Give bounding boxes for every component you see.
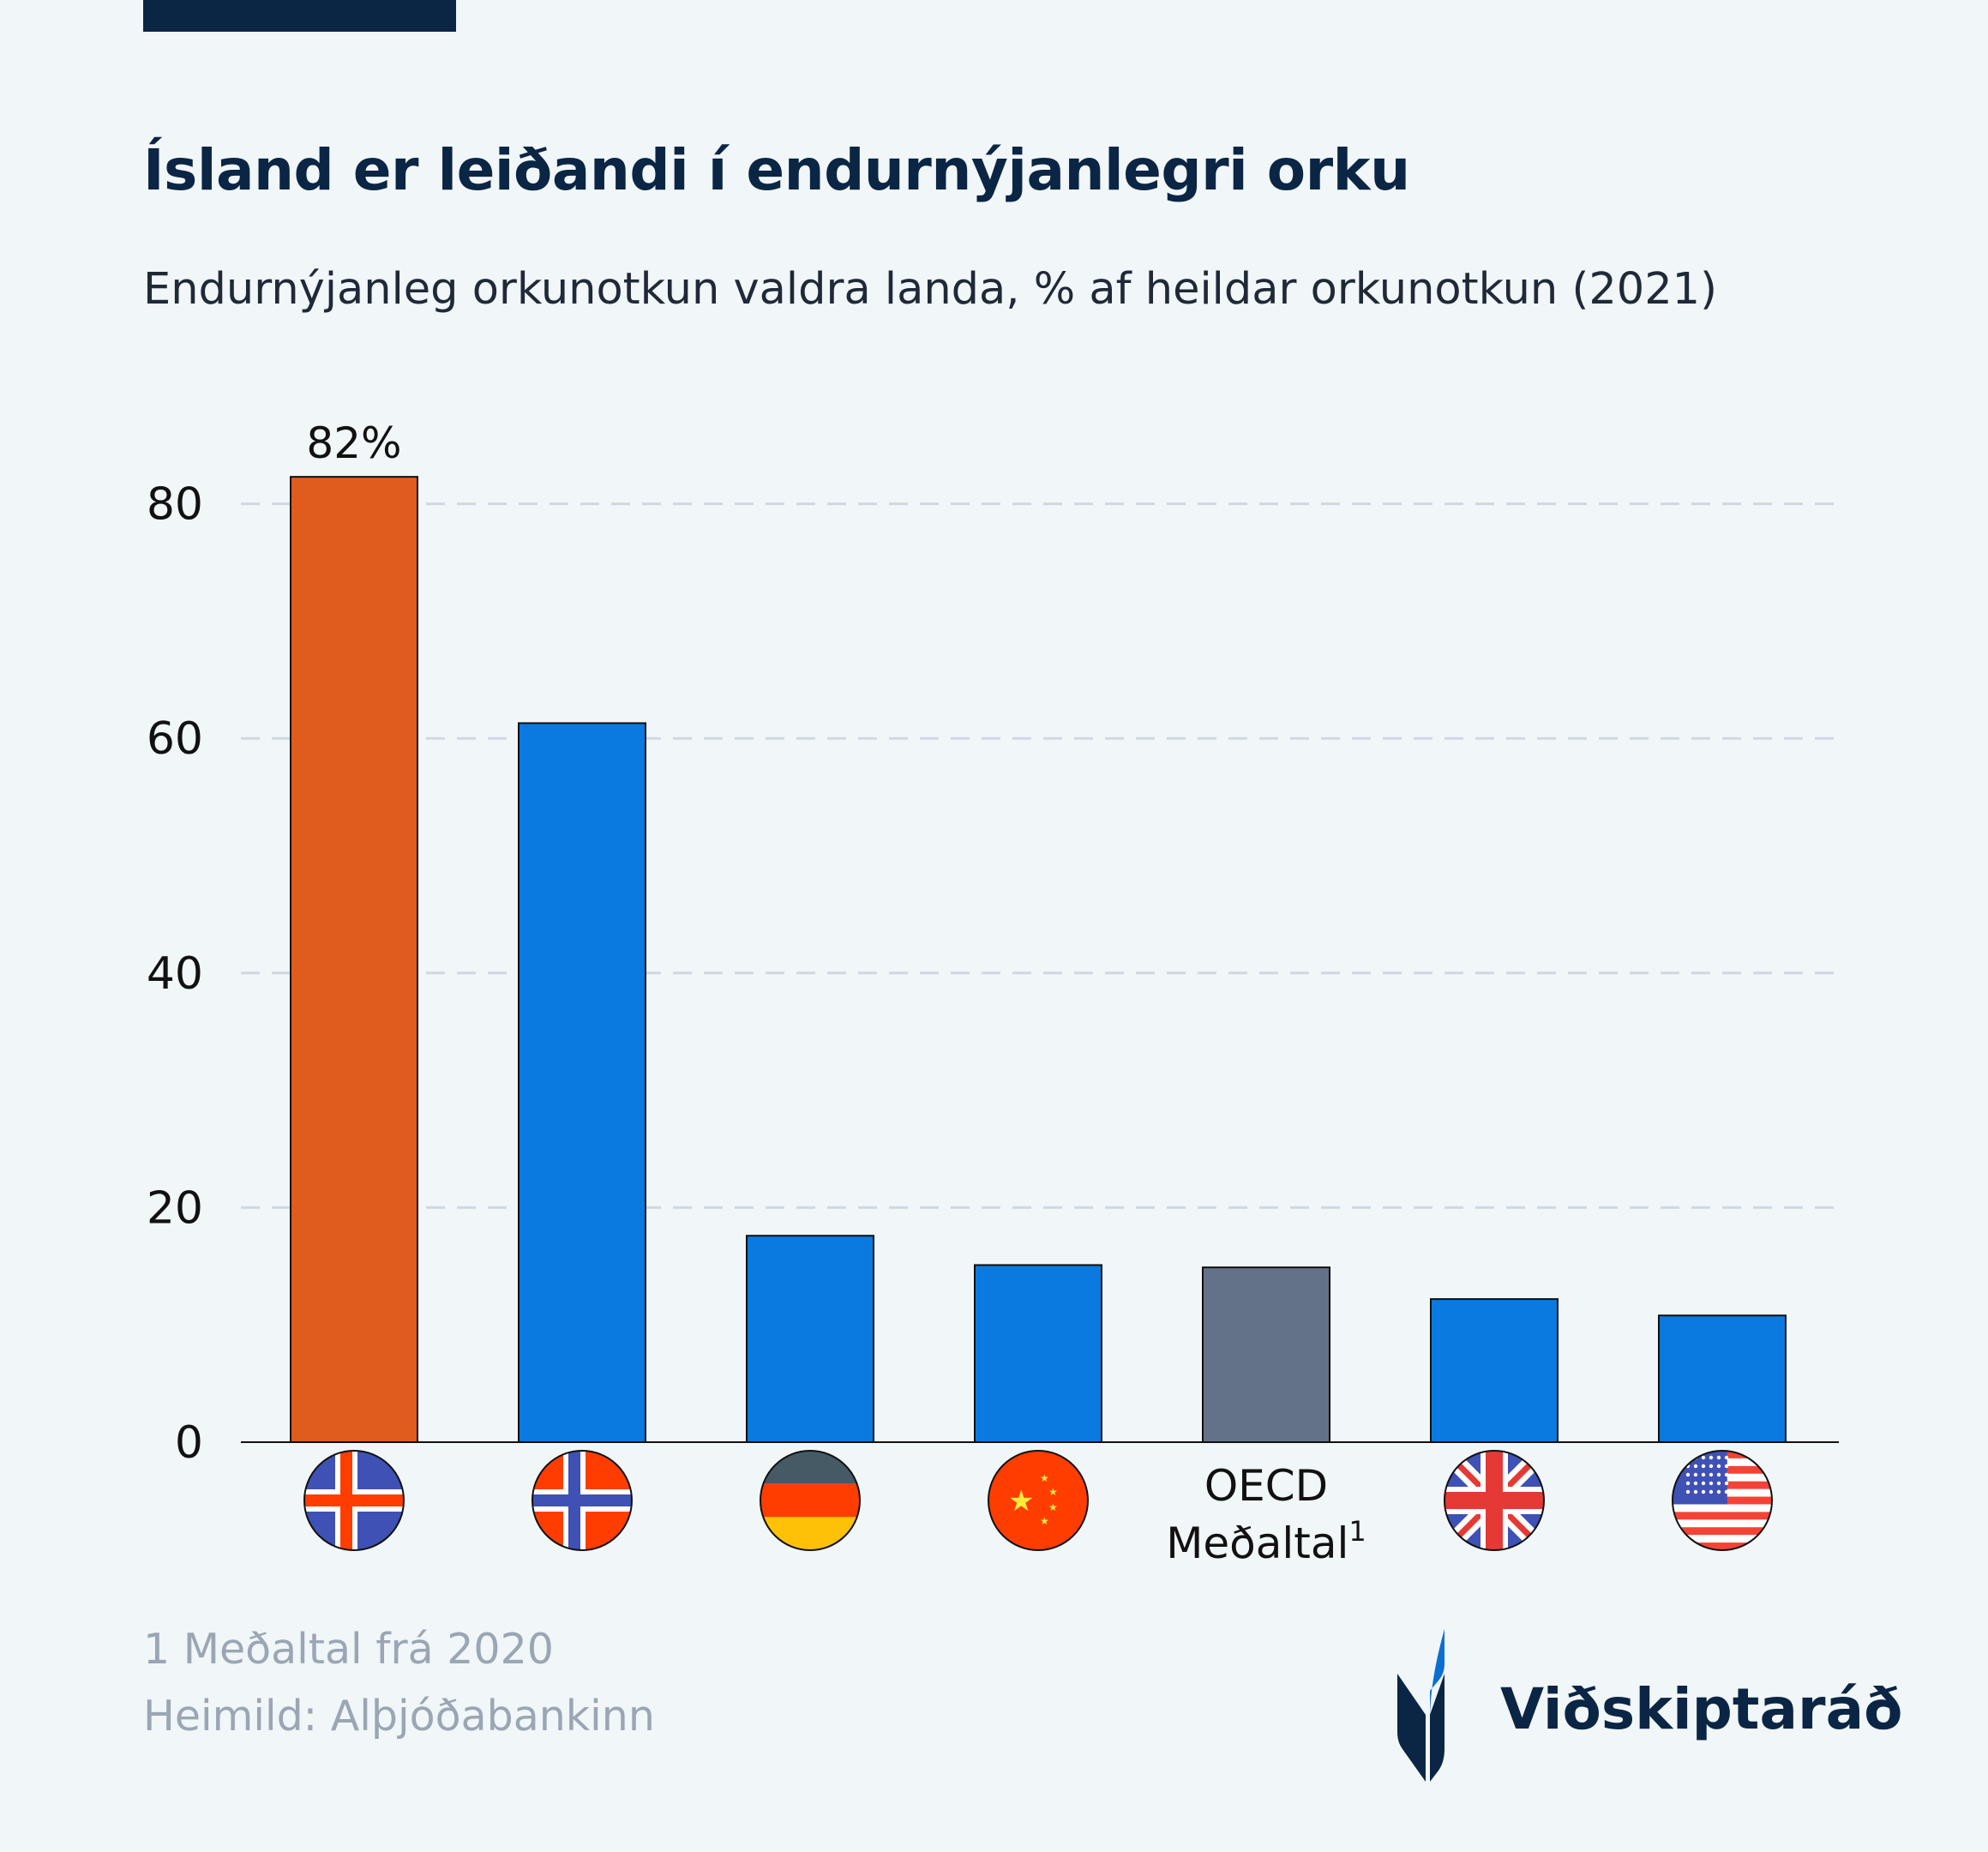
flag-part <box>1673 1535 1772 1543</box>
bar-iceland <box>290 476 418 1443</box>
star <box>1709 1455 1714 1460</box>
chart-title: Ísland er leiðandi í endurnýjanlegri ork… <box>143 137 1410 203</box>
star <box>1716 1489 1721 1494</box>
y-tick-label: 40 <box>147 948 203 1000</box>
flag-part <box>988 1451 1088 1550</box>
flag-outline <box>303 1450 405 1551</box>
star <box>1716 1472 1721 1477</box>
star <box>1701 1464 1706 1469</box>
bar-oecd-me-altal- <box>1202 1266 1330 1443</box>
y-tick-label: 20 <box>147 1182 203 1234</box>
flag-part <box>304 1494 404 1506</box>
star <box>1685 1472 1691 1477</box>
flag-part <box>1673 1542 1772 1550</box>
flag-outline <box>988 1450 1089 1551</box>
star: ★ <box>1008 1484 1034 1518</box>
flag-part <box>532 1494 632 1506</box>
flag-usa-icon <box>1673 1451 1772 1550</box>
flag-outline <box>760 1450 861 1551</box>
star <box>1709 1472 1714 1477</box>
star: ★ <box>1040 1515 1049 1527</box>
star <box>1685 1481 1691 1486</box>
star <box>1701 1481 1706 1486</box>
flag-china-icon: ★ ★ ★ ★ ★ <box>988 1451 1088 1550</box>
star <box>1709 1481 1714 1486</box>
star <box>1701 1472 1706 1477</box>
bar-united-states <box>1658 1314 1787 1443</box>
bar-united-kingdom <box>1430 1298 1559 1443</box>
flag-part <box>760 1517 860 1550</box>
star <box>1693 1464 1698 1469</box>
y-tick-label: 0 <box>175 1417 203 1469</box>
footnote: 1 Meðaltal frá 2020 <box>143 1625 554 1674</box>
star <box>1693 1481 1698 1486</box>
bar-norway <box>518 722 646 1443</box>
flag-outline <box>1672 1450 1773 1551</box>
star <box>1716 1455 1721 1460</box>
star <box>1716 1481 1721 1486</box>
star <box>1724 1472 1729 1477</box>
flag-part <box>760 1483 860 1518</box>
source-note: Heimild: Alþjóðabankinn <box>143 1692 655 1741</box>
flag-part <box>1673 1504 1772 1512</box>
bar-germany <box>746 1235 874 1444</box>
star <box>1724 1455 1729 1460</box>
oecd-label-line1: OECD <box>1204 1461 1328 1511</box>
star <box>1701 1455 1706 1460</box>
y-tick-label: 60 <box>147 713 203 765</box>
star <box>1709 1464 1714 1469</box>
flag-part <box>1673 1527 1772 1536</box>
oecd-label-line2: Meðaltal1 <box>1166 1515 1366 1568</box>
star <box>1716 1464 1721 1469</box>
star <box>1709 1489 1714 1494</box>
star <box>1693 1472 1698 1477</box>
data-label: 82% <box>306 418 401 468</box>
flag-part <box>760 1451 860 1484</box>
y-tick-label: 80 <box>147 479 203 531</box>
flag-uk-icon <box>1444 1451 1544 1550</box>
flag-outline <box>1444 1450 1545 1551</box>
flag-part <box>1444 1492 1544 1509</box>
logo-text: Viðskiptaráð <box>1500 1676 1903 1742</box>
star <box>1724 1464 1729 1469</box>
star <box>1693 1489 1698 1494</box>
star <box>1685 1489 1691 1494</box>
star <box>1724 1481 1729 1486</box>
vidskiptarad-logo-icon <box>1397 1629 1444 1782</box>
star <box>1701 1489 1706 1494</box>
flag-part <box>1673 1512 1772 1520</box>
bar-china <box>974 1264 1102 1443</box>
star: ★ <box>1048 1486 1058 1498</box>
star <box>1724 1489 1729 1494</box>
star: ★ <box>1040 1472 1049 1484</box>
flag-iceland-icon <box>304 1451 404 1550</box>
flag-part <box>1673 1519 1772 1528</box>
chart-subtitle: Endurnýjanleg orkunotkun valdra landa, %… <box>143 264 1718 315</box>
star: ★ <box>1048 1501 1058 1513</box>
flag-outline <box>532 1450 633 1551</box>
footnote-marker: 1 <box>1348 1515 1366 1548</box>
star <box>1685 1455 1691 1460</box>
flag-norway-icon <box>532 1451 632 1550</box>
top-accent-bar <box>143 0 456 32</box>
